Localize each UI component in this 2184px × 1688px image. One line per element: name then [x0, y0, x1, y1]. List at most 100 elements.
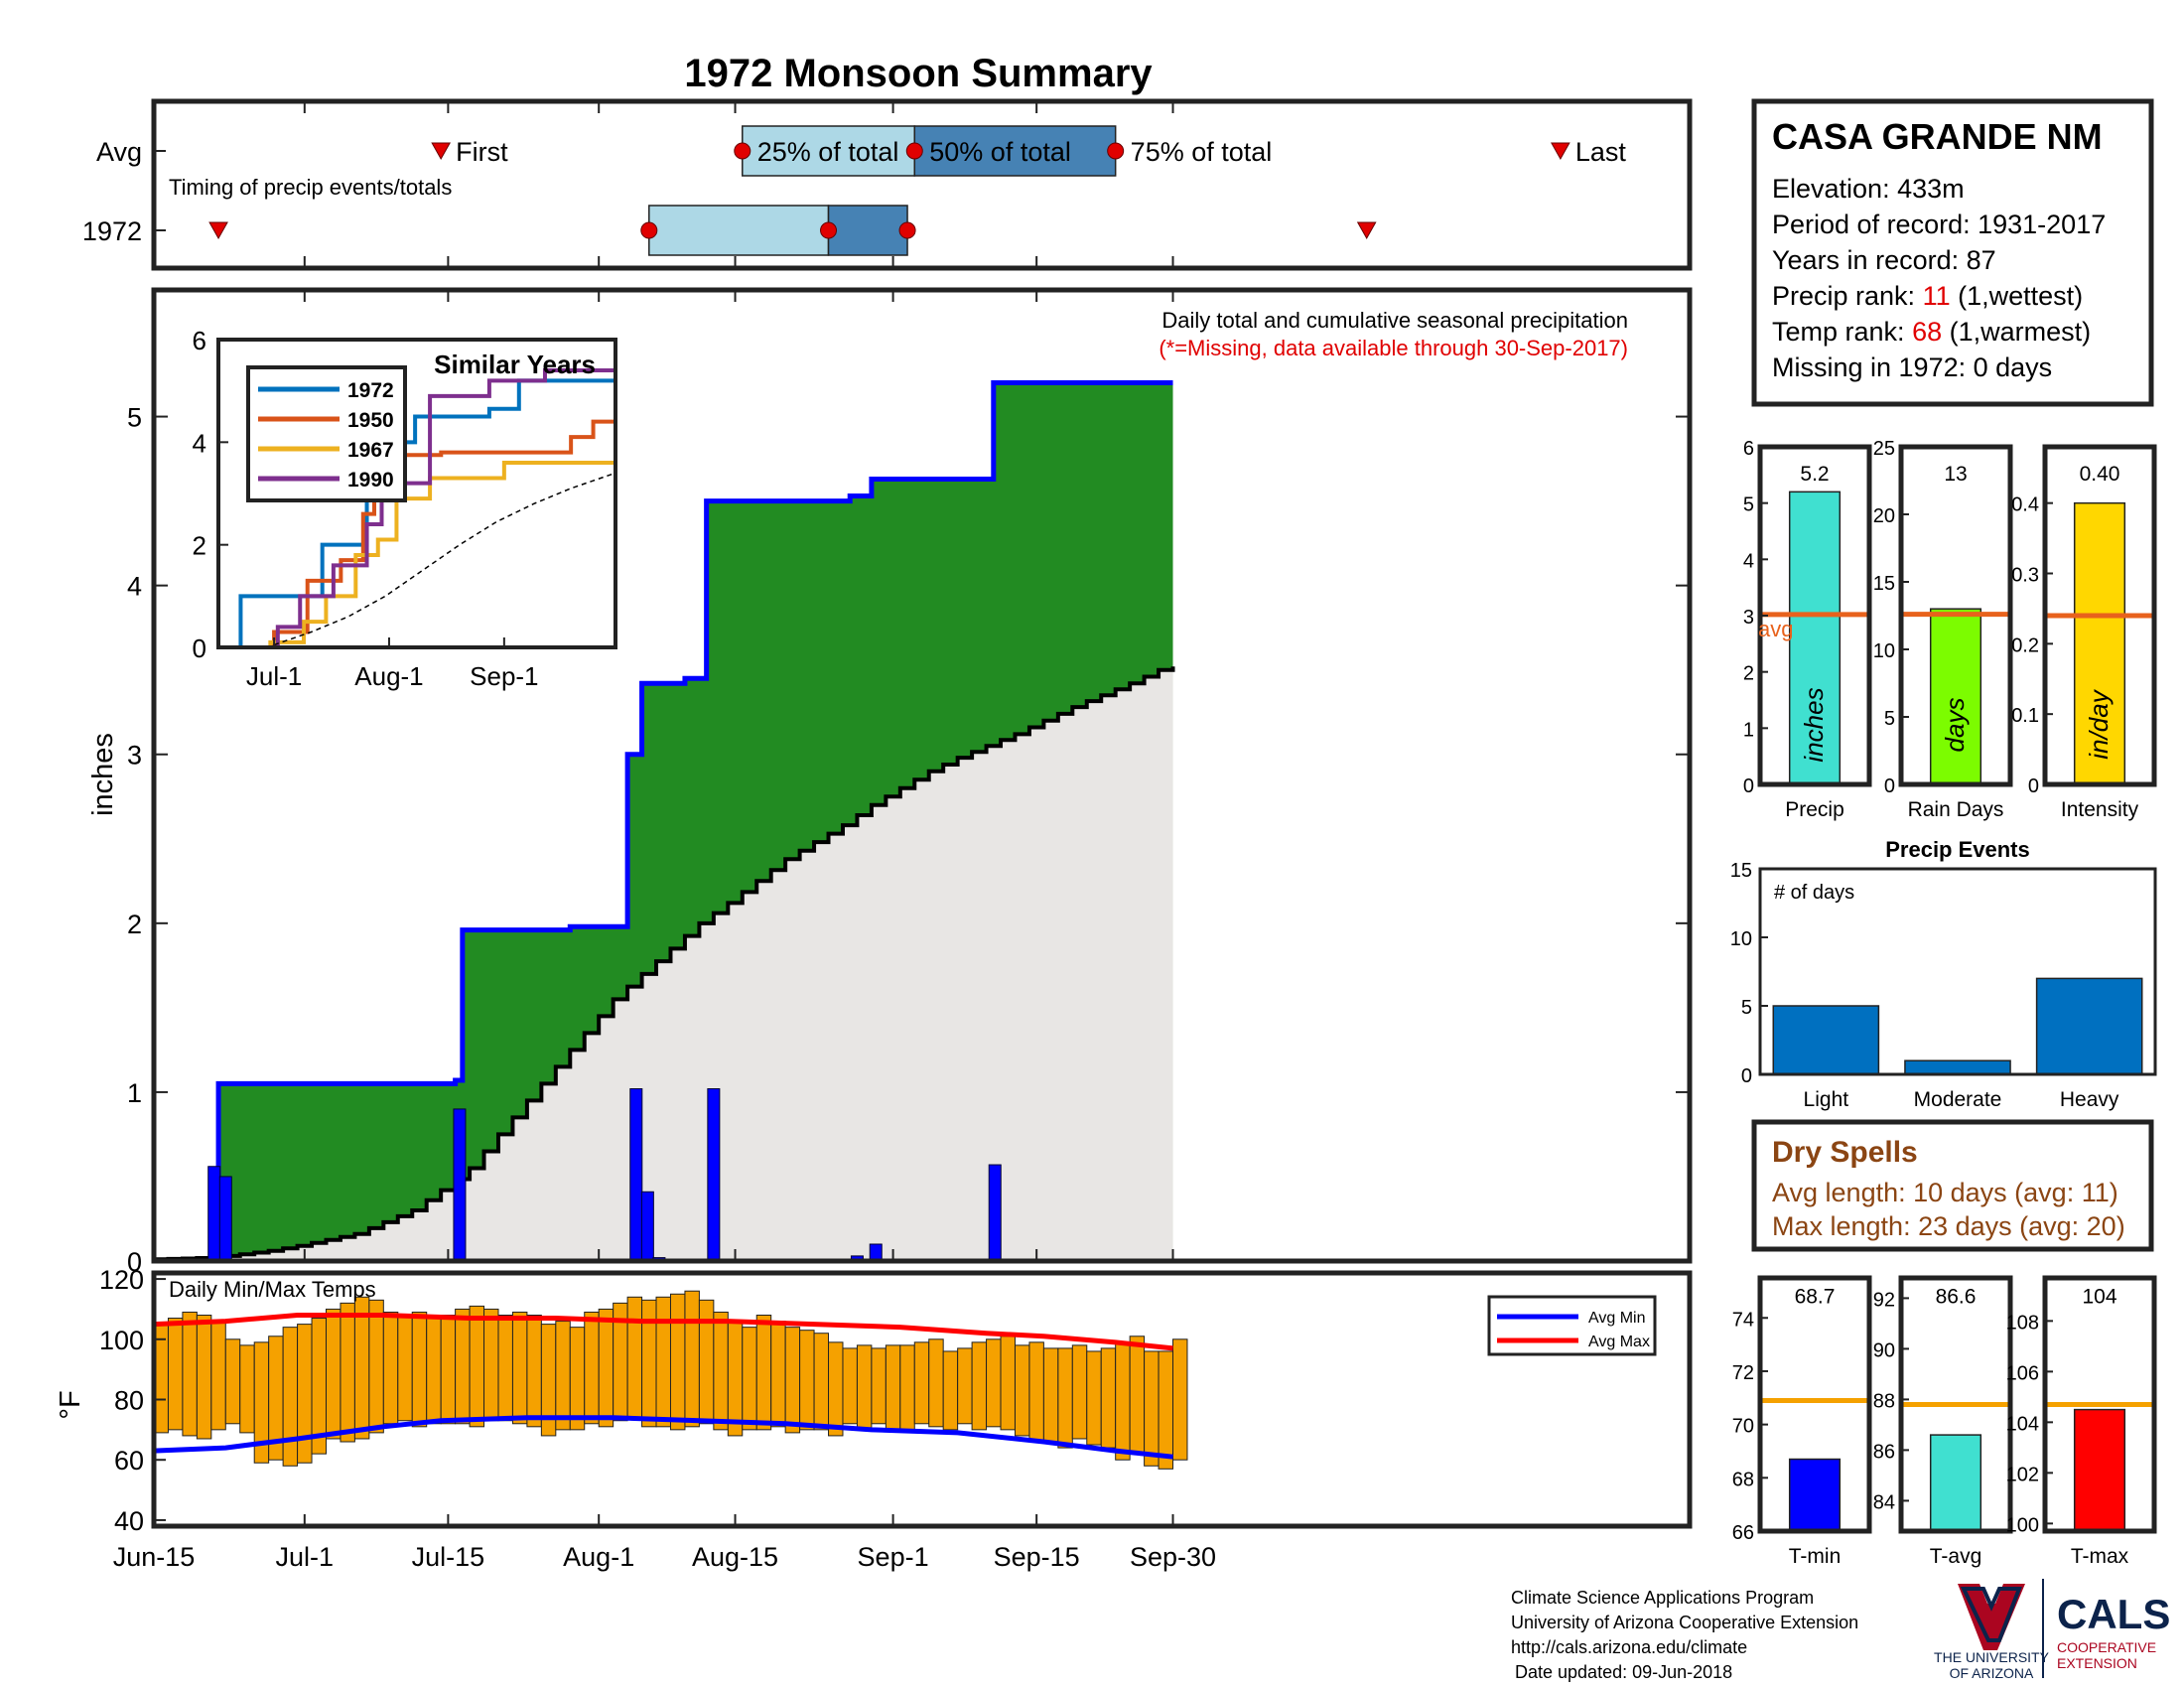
temp-rank-note: (1,warmest) [1950, 317, 2092, 347]
similar-year-line-average [273, 472, 616, 646]
station-elevation: Elevation: 433m [1772, 174, 1965, 204]
dry-spells-avg: Avg length: 10 days (avg: 11) [1772, 1178, 2118, 1207]
t_min-y-tick-label-3: 72 [1732, 1362, 1754, 1384]
events-title: Precip Events [1885, 837, 2030, 862]
temp-bar-day-53 [913, 1341, 930, 1425]
university-of-arizona-logo: THE UNIVERSITY OF ARIZONA [1934, 1584, 2050, 1681]
main-y-tick-label-5: 5 [127, 403, 142, 433]
temp-bar-day-40 [727, 1321, 744, 1437]
temp-y-tick-label-100: 100 [99, 1326, 144, 1355]
rain_days-y-tick-label-1: 5 [1884, 708, 1895, 730]
timing-avg-p75-marker [1107, 142, 1125, 160]
timing-avg-box-lower [742, 125, 916, 177]
temp-bar-day-29 [569, 1327, 586, 1431]
events-y-tick-label-5: 5 [1741, 997, 1752, 1019]
temp-bar-day-9 [282, 1327, 299, 1467]
station-precip-rank: Precip rank: 11 (1,wettest) [1772, 281, 2083, 311]
precip_total-x-label: Precip [1785, 798, 1844, 821]
main-chart-note: Daily total and cumulative seasonal prec… [1161, 308, 1628, 333]
temp-legend: Avg Min Avg Max [1487, 1295, 1657, 1356]
timing-avg-p25-marker [734, 142, 751, 160]
timing-note: Timing of precip events/totals [169, 175, 452, 200]
temp-bar-day-4 [210, 1321, 226, 1431]
temp-y-tick-label-60: 60 [114, 1446, 144, 1476]
timing-avg-first-marker [431, 142, 452, 161]
dry-spells-box: Dry Spells Avg length: 10 days (avg: 11)… [1751, 1119, 2154, 1252]
timing-panel: Avg 1972 Timing of precip events/totals … [82, 98, 1693, 271]
temp-bar-day-68 [1129, 1336, 1146, 1455]
precip_total-bar [1788, 491, 1842, 785]
temp-x-tick-label-7: Sep-30 [1130, 1542, 1216, 1572]
temp-legend-label-1: Avg Max [1588, 1334, 1650, 1350]
precip-events-chart: Light Moderate Heavy Precip Events # of days… [1730, 837, 2157, 1111]
main-chart-missing-note: (*=Missing, data available through 30-Se… [1159, 336, 1628, 360]
temp-bar-day-69 [1144, 1350, 1160, 1467]
temp-legend-frame [1487, 1295, 1657, 1356]
events-ylabel-note: # of days [1774, 882, 1854, 904]
footer-line-2: University of Arizona Cooperative Extens… [1511, 1613, 1858, 1632]
timing-label-25: 25% of total [757, 137, 899, 167]
temp-bar-day-20 [440, 1315, 457, 1425]
t_max-y-tick-label-4: 108 [2006, 1312, 2039, 1334]
rain_days-vertical-label: days [1940, 698, 1970, 753]
temp-bar-day-37 [684, 1290, 700, 1428]
temp-legend-label-0: Avg Min [1588, 1310, 1646, 1327]
ua-logo-a-shape [1958, 1584, 2025, 1650]
temp-bar-day-30 [584, 1311, 600, 1425]
t_min-bar [1788, 1458, 1842, 1532]
events-category-label-2: Heavy [2060, 1088, 2119, 1111]
intensity-y-tick-label-4: 0.4 [2011, 494, 2039, 516]
t_max-value-label: 104 [2082, 1286, 2116, 1309]
timing-year-last-marker [1356, 221, 1377, 240]
timing-year-box-upper [827, 205, 908, 256]
t_avg-y-tick-label-3: 90 [1873, 1339, 1895, 1361]
temp-x-tick-label-1: Jul-1 [276, 1542, 335, 1572]
temp-bar-day-59 [1000, 1336, 1016, 1431]
temp-bar-day-47 [828, 1341, 844, 1437]
inset-legend-label-1950: 1950 [347, 409, 394, 432]
temp-bar-day-1 [167, 1318, 184, 1431]
temp-bar-day-18 [411, 1311, 428, 1428]
temp-bar-day-51 [885, 1344, 901, 1431]
precip-rank-value: 11 [1923, 281, 1951, 311]
inset-legend-label-1967: 1967 [347, 439, 394, 462]
main-plot-frame [151, 287, 1693, 1264]
rain_days-x-label: Rain Days [1908, 798, 2004, 821]
daily-precip-bar-0 [207, 1166, 221, 1262]
timing-row-avg-label: Avg [96, 137, 142, 167]
temp-bar-day-23 [483, 1308, 499, 1422]
intensity-y-tick-label-2: 0.2 [2011, 634, 2039, 656]
temp-x-tick-label-5: Sep-1 [858, 1542, 929, 1572]
timing-label-first: First [456, 137, 508, 167]
timing-label-50: 50% of total [929, 137, 1071, 167]
temp-bar-day-10 [297, 1324, 313, 1464]
rain_days-y-tick-label-3: 15 [1873, 573, 1895, 595]
temp-bar-day-55 [942, 1350, 959, 1431]
main-y-axis-label: inches [87, 733, 119, 816]
timing-avg-box-upper [913, 125, 1117, 177]
temp-bar-day-17 [397, 1315, 413, 1422]
temp-x-tick-label-6: Sep-15 [994, 1542, 1080, 1572]
dry-spells-title: Dry Spells [1772, 1136, 1918, 1169]
intensity-y-tick-label-0: 0 [2028, 775, 2039, 797]
t_avg-y-tick-label-2: 88 [1873, 1390, 1895, 1412]
rain_days-y-tick-label-5: 25 [1873, 438, 1895, 460]
intensity-vertical-label: in/day [2084, 688, 2114, 759]
daily-precip-bar-6 [707, 1088, 721, 1262]
temp-bar-day-13 [340, 1302, 355, 1443]
temp-bar-day-71 [1172, 1338, 1188, 1461]
figure-title: 1972 Monsoon Summary [684, 52, 1153, 95]
inset-x-tick-label-0: Jul-1 [246, 661, 302, 691]
timing-year-p75-marker [898, 221, 916, 239]
timing-label-last: Last [1575, 137, 1627, 167]
t_min-y-tick-label-0: 66 [1732, 1522, 1754, 1544]
rain_days-frame [1898, 444, 2013, 787]
footer-line-1: Climate Science Applications Program [1511, 1588, 1814, 1608]
temp-bar-day-64 [1071, 1344, 1088, 1440]
t_min-frame [1757, 1275, 1872, 1534]
precip_total-y-tick-label-5: 5 [1743, 494, 1754, 516]
average-cumulative-line [154, 666, 1175, 1262]
daily-temps-chart: 40 60 80 100 120 Daily Min/Max Temps °F Avg … [55, 1265, 1693, 1572]
temp-bar-day-3 [196, 1315, 212, 1440]
t_avg-y-tick-label-1: 86 [1873, 1441, 1895, 1463]
